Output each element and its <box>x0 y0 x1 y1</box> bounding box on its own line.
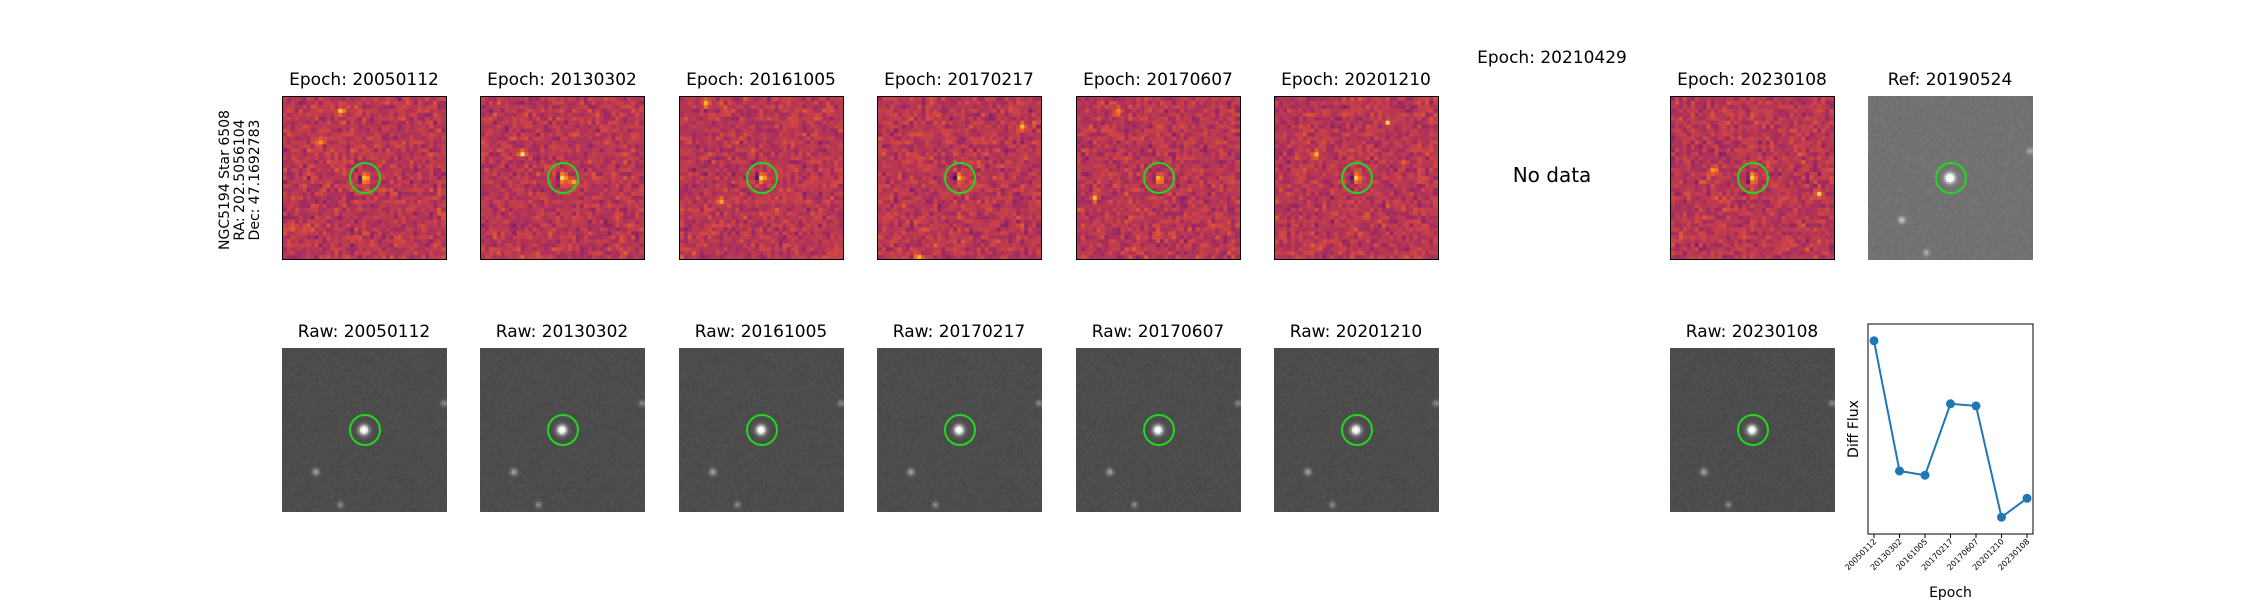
raw-title-5: Raw: 20170607 <box>1091 322 1225 342</box>
ref-title: Ref: 20190524 <box>1887 70 2013 90</box>
target-marker <box>1736 162 1769 194</box>
data-point <box>1971 401 1981 411</box>
y-axis-label: Diff Flux <box>1846 400 1862 458</box>
data-point <box>1920 470 1930 480</box>
target-marker <box>745 162 778 194</box>
target-marker <box>1736 414 1769 446</box>
diff-title-1: Epoch: 20050112 <box>289 70 439 90</box>
target-marker <box>1142 414 1175 446</box>
ref-panel <box>1868 96 2033 260</box>
raw-panel-6 <box>1274 348 1439 512</box>
series-line <box>1873 340 2028 519</box>
raw-title-4: Raw: 20170217 <box>892 322 1026 342</box>
target-marker <box>546 162 579 194</box>
diff-panel-2 <box>480 96 645 260</box>
target-marker <box>943 162 976 194</box>
diff-title-6: Epoch: 20201210 <box>1281 70 1431 90</box>
diff-panel-4 <box>877 96 1042 260</box>
diff-title-2: Epoch: 20130302 <box>487 70 637 90</box>
raw-title-7: Raw: 20230108 <box>1685 322 1819 342</box>
diff-title-7: Epoch: 20210429 <box>1477 48 1627 68</box>
data-point <box>1895 466 1904 476</box>
raw-panel-7 <box>1670 348 1835 512</box>
target-marker <box>745 414 778 446</box>
raw-title-2: Raw: 20130302 <box>495 322 629 342</box>
raw-title-3: Raw: 20161005 <box>694 322 828 342</box>
raw-title-6: Raw: 20201210 <box>1289 322 1423 342</box>
raw-title-1: Raw: 20050112 <box>297 322 431 342</box>
plot-frame <box>1867 323 2034 535</box>
diff-title-8: Epoch: 20230108 <box>1677 70 1827 90</box>
raw-panel-4 <box>877 348 1042 512</box>
target-marker <box>348 414 381 446</box>
data-point <box>1946 399 1955 409</box>
diff-title-3: Epoch: 20161005 <box>686 70 836 90</box>
diff-title-5: Epoch: 20170607 <box>1083 70 1233 90</box>
target-marker <box>1142 162 1175 194</box>
diff-panel-3 <box>679 96 844 260</box>
diff-panel-8 <box>1670 96 1835 260</box>
no-data-label: No data <box>1512 163 1592 187</box>
raw-panel-2 <box>480 348 645 512</box>
target-marker <box>546 414 579 446</box>
target-marker <box>1340 414 1373 446</box>
diff-panel-6 <box>1274 96 1439 260</box>
raw-panel-5 <box>1076 348 1241 512</box>
data-point <box>1997 512 2006 522</box>
data-point <box>1869 336 1879 346</box>
target-marker <box>348 162 381 194</box>
diff-panel-5 <box>1076 96 1241 260</box>
diff-panel-1 <box>282 96 447 260</box>
x-axis-label: Epoch <box>1929 585 1972 600</box>
diff-title-4: Epoch: 20170217 <box>884 70 1034 90</box>
raw-panel-1 <box>282 348 447 512</box>
target-marker <box>1934 162 1967 194</box>
data-point <box>2022 493 2032 503</box>
target-marker <box>1340 162 1373 194</box>
raw-panel-3 <box>679 348 844 512</box>
target-marker <box>943 414 976 446</box>
